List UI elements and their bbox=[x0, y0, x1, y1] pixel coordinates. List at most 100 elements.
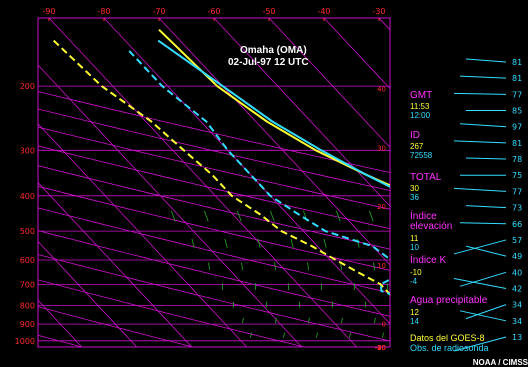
isotherm-line bbox=[38, 182, 193, 347]
mixing-ratio-dash bbox=[249, 332, 253, 338]
skew-isotherm-label: 20 bbox=[377, 203, 386, 211]
x-tick-label: -60 bbox=[207, 7, 220, 16]
isotherm-line bbox=[38, 240, 138, 347]
wind-label: 81 bbox=[512, 74, 522, 83]
mixing-ratio-dash bbox=[407, 263, 408, 271]
isotherm-line bbox=[158, 18, 390, 266]
x-tick-label: -50 bbox=[262, 7, 275, 16]
dry-adiabat-line bbox=[38, 279, 305, 347]
y-tick-label: 200 bbox=[20, 82, 35, 91]
mixing-ratio-dash bbox=[348, 332, 352, 338]
lifted-heading-line1: Índice bbox=[410, 211, 437, 222]
mixing-ratio-dash bbox=[340, 262, 343, 271]
wind-barb bbox=[453, 187, 507, 192]
wind-barb bbox=[453, 239, 507, 255]
dry-adiabat-line bbox=[38, 91, 390, 173]
wind-barb bbox=[465, 205, 507, 209]
mixing-ratio-dash bbox=[171, 210, 176, 222]
isotherm-line bbox=[103, 18, 390, 325]
isotherm-line bbox=[38, 64, 303, 347]
mixing-ratio-dash bbox=[307, 262, 310, 271]
k-index-raob-value: -4 bbox=[410, 277, 418, 286]
skew-isotherm-label: 30 bbox=[377, 144, 386, 152]
dry-adiabat-line bbox=[38, 207, 390, 294]
x-tick-label: -90 bbox=[42, 7, 55, 16]
mixing-ratio-dash bbox=[402, 211, 406, 221]
chart-title-line1: Omaha (OMA) bbox=[240, 45, 307, 56]
mixing-ratio-dash bbox=[423, 239, 425, 248]
wind-barb bbox=[453, 277, 507, 289]
skew-isotherm-label: 40 bbox=[377, 86, 386, 94]
gmt-heading: GMT bbox=[410, 90, 433, 101]
mixing-ratio-dash bbox=[356, 238, 360, 248]
y-tick-label: 900 bbox=[20, 320, 35, 329]
wind-label: 85 bbox=[512, 107, 522, 116]
wind-label: 13 bbox=[512, 333, 522, 342]
wind-label: 66 bbox=[512, 220, 522, 229]
total-goes-value: 30 bbox=[410, 184, 419, 193]
wind-barb bbox=[459, 310, 507, 322]
credit-label: NOAA / CIMSS bbox=[472, 358, 528, 367]
lifted-raob-value: 10 bbox=[410, 243, 419, 252]
wind-barb bbox=[453, 92, 507, 95]
total-heading: TOTAL bbox=[410, 172, 442, 183]
wind-barb bbox=[453, 140, 507, 144]
wind-label: 78 bbox=[512, 155, 522, 164]
total-raob-value: 36 bbox=[410, 193, 419, 202]
skew-isotherm-label: -30 bbox=[375, 344, 386, 352]
wind-label: 77 bbox=[512, 90, 522, 99]
skew-isotherm-label: 0 bbox=[382, 321, 386, 329]
goes-temperature-line bbox=[158, 28, 390, 187]
x-tick-label: -70 bbox=[152, 7, 165, 16]
dry-adiabat-line bbox=[38, 126, 390, 210]
x-tick-label: -40 bbox=[317, 7, 330, 16]
y-tick-label: 600 bbox=[20, 256, 35, 265]
grid-layer bbox=[38, 18, 474, 347]
skew-isotherm-label: -20 bbox=[375, 344, 386, 352]
wind-label: 97 bbox=[512, 123, 522, 132]
isotherm-line bbox=[268, 18, 390, 148]
mixing-ratio-dash bbox=[308, 317, 310, 324]
y-tick-label: 700 bbox=[20, 280, 35, 289]
lifted-goes-value: 11 bbox=[410, 234, 419, 243]
mixing-ratio-dash bbox=[473, 318, 474, 323]
mixing-ratio-dash bbox=[191, 238, 195, 248]
mixing-ratio-dash bbox=[323, 238, 327, 248]
mixing-ratio-dash bbox=[473, 263, 474, 271]
precip-heading: Agua precipitable bbox=[410, 295, 488, 306]
gmt-goes-value: 11:53 bbox=[410, 102, 430, 111]
wind-barb bbox=[465, 245, 507, 257]
wind-barb bbox=[459, 222, 507, 225]
k-index-goes-value: -10 bbox=[410, 268, 422, 277]
y-tick-label: 1000 bbox=[15, 337, 35, 346]
skew-isotherm-label: -10 bbox=[375, 344, 386, 352]
mixing-ratio-dash bbox=[315, 332, 319, 338]
y-tick-label: 500 bbox=[20, 227, 35, 236]
wind-label: 77 bbox=[512, 187, 522, 196]
isotherm-line bbox=[48, 18, 358, 347]
mixing-ratio-dash bbox=[407, 318, 408, 323]
precip-raob-value: 14 bbox=[410, 317, 419, 326]
isotherm-line bbox=[323, 18, 390, 90]
wind-label: 75 bbox=[512, 171, 522, 180]
mixing-ratio-dash bbox=[336, 210, 341, 222]
dry-adiabat-line bbox=[38, 334, 82, 347]
chart-title-line2: 02-Jul-97 12 UTC bbox=[228, 57, 309, 68]
dry-adiabat-line bbox=[38, 108, 390, 191]
x-tick-label: -80 bbox=[97, 7, 110, 16]
mixing-ratio-dash bbox=[374, 317, 376, 324]
precip-goes-value: 12 bbox=[410, 308, 419, 317]
mixing-ratio-dash bbox=[275, 317, 277, 324]
wind-label: 34 bbox=[512, 301, 522, 310]
raob-temperature-line bbox=[157, 39, 390, 188]
legend-raob: Obs. de radiosonda bbox=[410, 343, 489, 353]
skew-isotherm-label: 10 bbox=[377, 262, 386, 270]
mixing-ratio-dash bbox=[341, 317, 343, 324]
mixing-ratio-dash bbox=[241, 262, 244, 271]
goes-dewpoint-line bbox=[53, 39, 390, 296]
mixing-ratio-dash bbox=[237, 210, 242, 222]
mixing-ratio-dash bbox=[369, 210, 374, 222]
dry-adiabat-line bbox=[38, 185, 390, 271]
